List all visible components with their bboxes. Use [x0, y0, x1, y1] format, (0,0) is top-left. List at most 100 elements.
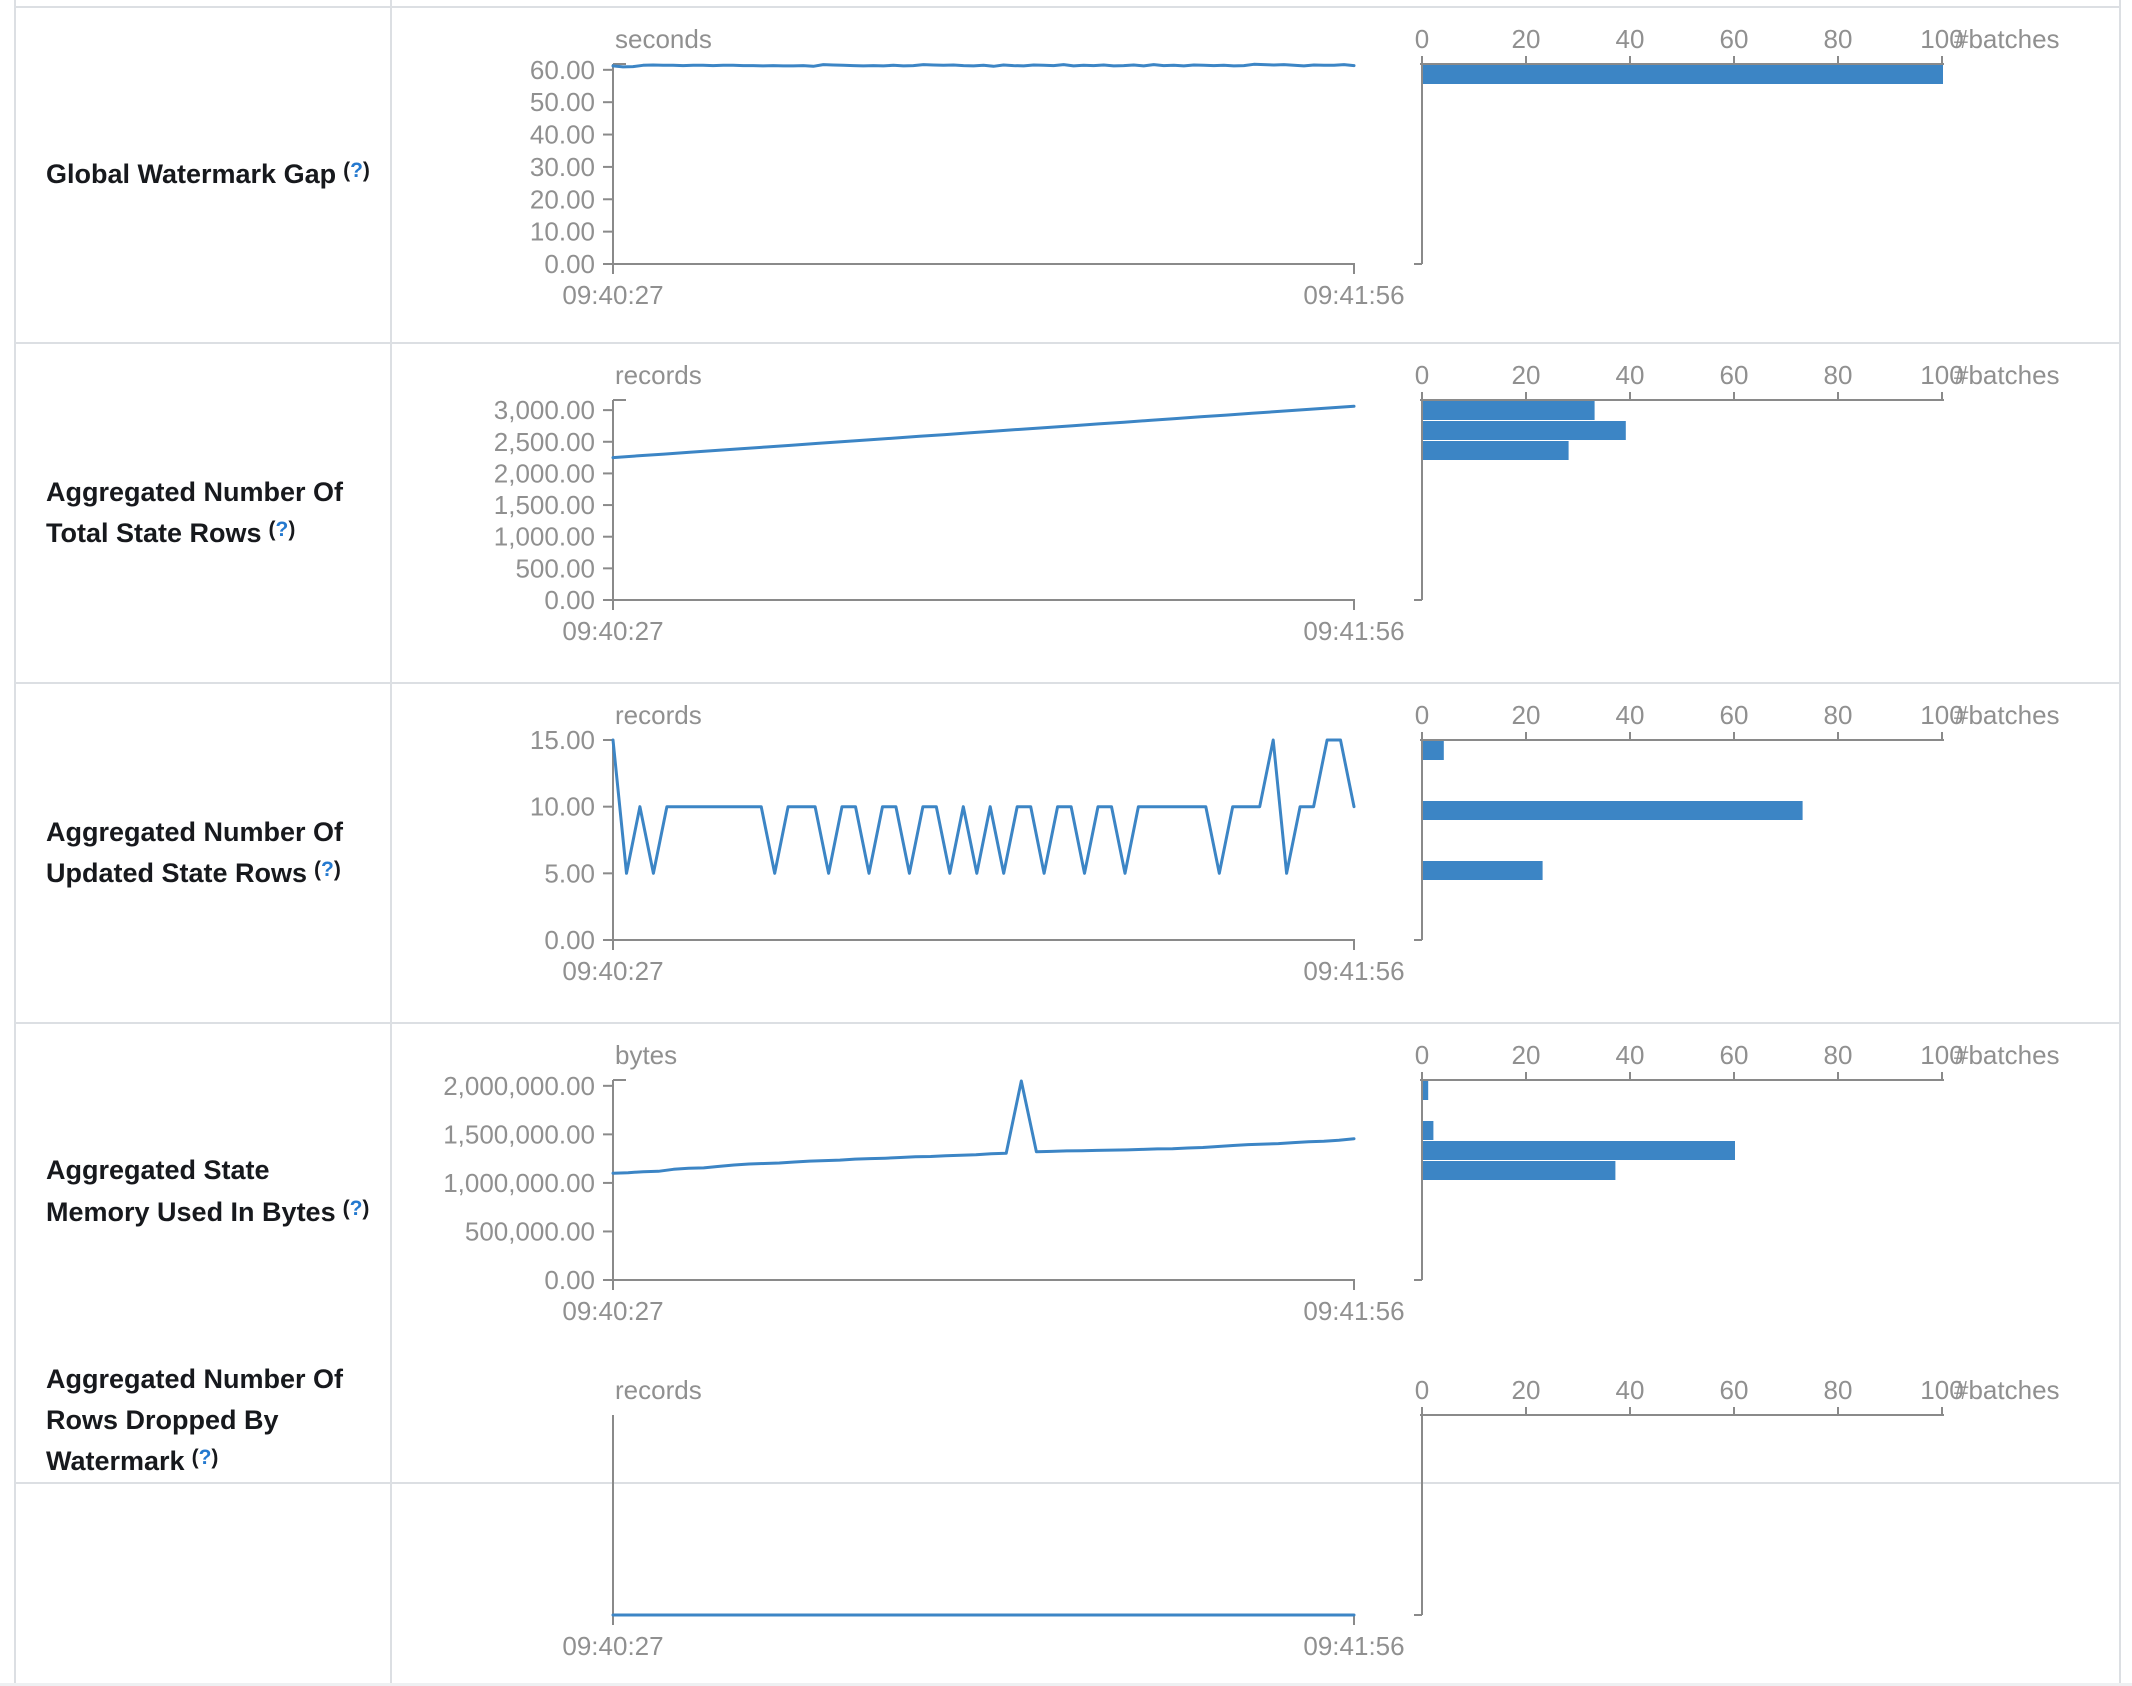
svg-text:60: 60 — [1720, 1040, 1749, 1070]
svg-text:20.00: 20.00 — [530, 184, 595, 214]
svg-text:records: records — [615, 360, 702, 390]
svg-text:10.00: 10.00 — [530, 217, 595, 247]
table-row: Aggregated Number Of Total State Rows (?)… — [16, 344, 2119, 684]
svg-text:0.00: 0.00 — [544, 249, 595, 279]
timeline-and-histogram-chart: bytes 0.00 500,000.00 1,000,000.00 1,500,000… — [443, 1040, 2060, 1326]
column-divider — [390, 0, 392, 1683]
svg-text:2,500.00: 2,500.00 — [494, 427, 595, 457]
svg-text:40: 40 — [1616, 1040, 1645, 1070]
svg-text:20: 20 — [1512, 700, 1541, 730]
svg-text:09:41:56: 09:41:56 — [1303, 280, 1404, 310]
svg-text:3,000.00: 3,000.00 — [494, 395, 595, 425]
svg-text:#batches: #batches — [1954, 700, 2060, 730]
table-row: Aggregated State Memory Used In Bytes (?)… — [16, 1024, 2119, 1359]
charts-cell: records 0.00 500.00 1,000.00 1,500.00 2,000.0… — [392, 344, 2119, 682]
page-background-strip — [0, 1683, 2132, 1686]
help-badge: (?) — [343, 159, 370, 182]
help-paren-close: ) — [288, 518, 296, 541]
charts-cell: seconds 0.00 10.00 20.00 30.00 40.00 50.00 60.0… — [392, 8, 2119, 342]
metric-label-cell: Aggregated Number Of Updated State Rows(… — [16, 684, 392, 1022]
table-row: Global Watermark Gap (?) seconds 0.00 10.00… — [16, 8, 2119, 344]
svg-text:60.00: 60.00 — [530, 55, 595, 85]
charts-cell: records 0.00 5.00 10.00 15.00 09:40:27 09:41:5… — [392, 684, 2119, 1022]
svg-text:40: 40 — [1616, 24, 1645, 54]
svg-text:60: 60 — [1720, 1375, 1749, 1405]
svg-text:09:40:27: 09:40:27 — [562, 956, 663, 986]
svg-text:50.00: 50.00 — [530, 87, 595, 117]
svg-text:records: records — [615, 700, 702, 730]
svg-text:09:40:27: 09:40:27 — [562, 1296, 663, 1326]
svg-text:20: 20 — [1512, 24, 1541, 54]
timeline-and-histogram-chart: seconds 0.0010.0020.0030.0040.0050.0060.0… — [530, 24, 2060, 310]
help-link[interactable]: ? — [350, 159, 363, 183]
svg-text:1,000.00: 1,000.00 — [494, 522, 595, 552]
svg-text:20: 20 — [1512, 1375, 1541, 1405]
svg-text:20: 20 — [1512, 360, 1541, 390]
help-link[interactable]: ? — [321, 858, 334, 881]
metric-label: Aggregated Number Of Rows Dropped By Wat… — [46, 1359, 376, 1482]
svg-text:1,000,000.00: 1,000,000.00 — [443, 1168, 595, 1198]
svg-text:09:41:56: 09:41:56 — [1303, 1631, 1404, 1661]
svg-text:100: 100 — [1920, 24, 1963, 54]
svg-text:40: 40 — [1616, 700, 1645, 730]
svg-text:60: 60 — [1720, 24, 1749, 54]
help-paren-open: ( — [314, 858, 322, 881]
svg-text:2,000,000.00: 2,000,000.00 — [443, 1071, 595, 1101]
help-paren-open: ( — [191, 1446, 199, 1470]
svg-text:10.00: 10.00 — [530, 792, 595, 822]
svg-text:0.00: 0.00 — [544, 585, 595, 615]
svg-text:0: 0 — [1415, 1375, 1429, 1405]
svg-text:100: 100 — [1920, 700, 1963, 730]
charts-cell: records 09:40:27 09:41:56 0 20 40 60 80 100 #batc… — [392, 1359, 2119, 1661]
svg-text:records: records — [615, 1375, 702, 1405]
help-paren-open: ( — [343, 159, 351, 183]
previous-row-stub — [16, 0, 2119, 8]
svg-text:09:41:56: 09:41:56 — [1303, 616, 1404, 646]
svg-text:80: 80 — [1824, 1040, 1853, 1070]
svg-text:#batches: #batches — [1954, 24, 2060, 54]
svg-text:#batches: #batches — [1954, 1040, 2060, 1070]
svg-text:0.00: 0.00 — [544, 925, 595, 955]
help-paren-close: ) — [362, 1196, 370, 1220]
watermark-metrics-table: Global Watermark Gap (?) seconds 0.00 10.00… — [14, 0, 2121, 1683]
charts-cell: bytes 0.00 500,000.00 1,000,000.00 1,500,000… — [392, 1024, 2119, 1359]
table-row: Aggregated Number Of Rows Dropped By Wat… — [16, 1359, 2119, 1661]
svg-text:30.00: 30.00 — [530, 152, 595, 182]
svg-text:1,500,000.00: 1,500,000.00 — [443, 1119, 595, 1149]
svg-text:100: 100 — [1920, 1375, 1963, 1405]
svg-text:09:40:27: 09:40:27 — [562, 1631, 663, 1661]
help-link[interactable]: ? — [349, 1196, 363, 1220]
svg-text:#batches: #batches — [1954, 1375, 2060, 1405]
svg-text:09:41:56: 09:41:56 — [1303, 1296, 1404, 1326]
help-badge: (?) — [192, 1446, 219, 1469]
svg-text:20: 20 — [1512, 1040, 1541, 1070]
timeline-and-histogram-chart: records 0.00500.001,000.001,500.002,000.0… — [494, 360, 2060, 646]
svg-text:40: 40 — [1616, 1375, 1645, 1405]
svg-text:80: 80 — [1824, 360, 1853, 390]
svg-text:60: 60 — [1720, 700, 1749, 730]
svg-text:15.00: 15.00 — [530, 725, 595, 755]
metric-name: Aggregated Number Of Rows Dropped By Wat… — [46, 1364, 344, 1477]
help-paren-open: ( — [268, 518, 276, 541]
svg-text:09:41:56: 09:41:56 — [1303, 956, 1404, 986]
help-link[interactable]: ? — [275, 518, 289, 541]
svg-text:100: 100 — [1920, 360, 1963, 390]
svg-text:2,000.00: 2,000.00 — [494, 458, 595, 488]
svg-text:100: 100 — [1920, 1040, 1963, 1070]
svg-text:80: 80 — [1824, 24, 1853, 54]
timeline-and-histogram-chart: records 09:40:27 09:41:56 0 20 40 60 80 100#batc… — [562, 1375, 2060, 1661]
metric-name: Global Watermark Gap — [46, 159, 337, 190]
help-link[interactable]: ? — [198, 1446, 212, 1470]
svg-text:80: 80 — [1824, 1375, 1853, 1405]
svg-text:0: 0 — [1415, 24, 1429, 54]
metric-label-cell: Aggregated Number Of Rows Dropped By Wat… — [16, 1359, 392, 1482]
svg-text:500.00: 500.00 — [515, 553, 595, 583]
table-row: Aggregated Number Of Updated State Rows(… — [16, 684, 2119, 1024]
timeline-and-histogram-chart: records 0.00 5.00 10.00 15.00 09:40:27 09:41:5… — [530, 700, 2060, 986]
svg-text:60: 60 — [1720, 360, 1749, 390]
help-badge: (?) — [343, 1197, 370, 1220]
help-paren-close: ) — [211, 1446, 219, 1470]
help-paren-open: ( — [342, 1196, 350, 1220]
metric-name: Aggregated State Memory Used In Bytes — [46, 1155, 336, 1227]
